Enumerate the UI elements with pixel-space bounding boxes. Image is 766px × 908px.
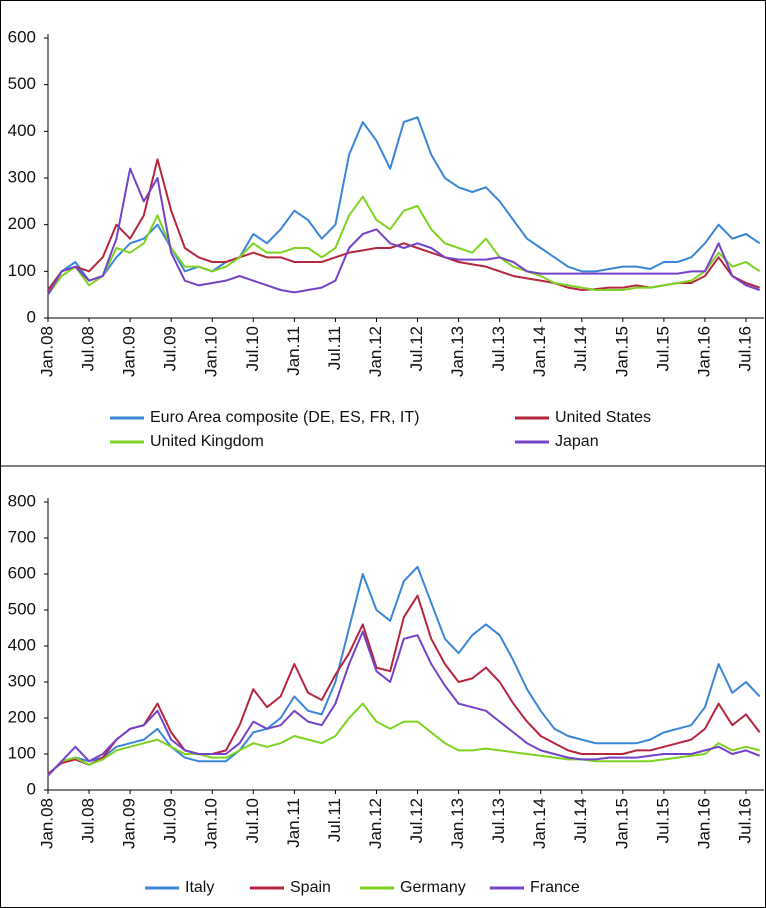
series-line [47,195,761,296]
legend-label: Germany [400,879,466,896]
legend-label: United Kingdom [150,433,264,450]
x-tick-label: Jul.08 [79,798,98,843]
series-line [47,630,761,777]
legend-label: Spain [290,879,331,896]
x-tick-label: Jan.13 [448,326,467,377]
y-tick-label: 400 [8,635,36,654]
x-tick-label: Jan.14 [530,798,549,849]
x-tick-label: Jul.16 [735,798,754,843]
y-tick-label: 100 [8,261,36,280]
x-tick-label: Jul.10 [243,326,262,371]
x-tick-label: Jul.15 [653,326,672,371]
x-tick-label: Jan.11 [284,798,303,848]
series-line [47,167,761,296]
y-tick-label: 200 [8,214,36,233]
series-line [47,565,761,777]
series-line [47,702,760,777]
y-tick-label: 800 [8,491,36,510]
y-tick-label: 200 [8,707,36,726]
x-tick-label: Jan.14 [530,326,549,377]
x-tick-label: Jan.13 [448,798,467,849]
x-tick-label: Jan.11 [284,326,303,376]
legend-label: Italy [185,879,214,896]
series-line [47,116,761,296]
series-line [47,158,761,291]
series-line [47,594,761,775]
x-tick-label: Jan.08 [37,798,56,849]
x-tick-label: Jul.09 [161,326,180,371]
legend-label: Japan [555,433,599,450]
legend-label: France [530,879,580,896]
x-tick-label: Jan.15 [612,326,631,377]
x-tick-label: Jan.08 [37,326,56,377]
x-tick-label: Jul.16 [735,326,754,371]
x-tick-label: Jan.09 [120,798,139,849]
y-tick-label: 300 [8,167,36,186]
x-tick-label: Jan.16 [694,798,713,849]
y-tick-label: 300 [8,671,36,690]
y-tick-label: 100 [8,743,36,762]
x-tick-label: Jan.12 [366,798,385,849]
y-tick-label: 600 [8,27,36,46]
x-tick-label: Jan.10 [202,326,221,377]
x-tick-label: Jul.09 [161,798,180,843]
x-tick-label: Jul.11 [325,798,344,842]
y-tick-label: 700 [8,527,36,546]
x-tick-label: Jan.09 [120,326,139,377]
y-tick-label: 0 [27,779,36,798]
x-tick-label: Jan.16 [694,326,713,377]
legend-label: Euro Area composite (DE, ES, FR, IT) [150,409,419,426]
x-tick-label: Jul.12 [407,326,426,371]
legend-label: United States [555,409,651,426]
y-tick-label: 400 [8,121,36,140]
x-tick-label: Jul.11 [325,326,344,370]
x-tick-label: Jul.14 [571,326,590,371]
x-tick-label: Jul.14 [571,798,590,843]
x-tick-label: Jul.15 [653,798,672,843]
x-tick-label: Jul.12 [407,798,426,843]
x-tick-label: Jan.15 [612,798,631,849]
x-tick-label: Jul.08 [79,326,98,371]
y-tick-label: 0 [27,307,36,326]
y-tick-label: 500 [8,74,36,93]
x-tick-label: Jul.13 [489,326,508,371]
x-tick-label: Jul.13 [489,798,508,843]
y-tick-label: 600 [8,563,36,582]
y-tick-label: 500 [8,599,36,618]
x-tick-label: Jan.10 [202,798,221,849]
x-tick-label: Jul.10 [243,798,262,843]
x-tick-label: Jan.12 [366,326,385,377]
